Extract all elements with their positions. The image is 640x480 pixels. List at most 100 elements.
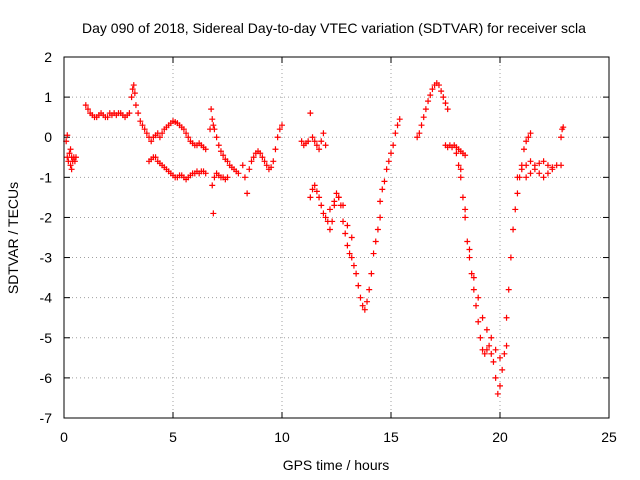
data-point <box>313 188 320 195</box>
series-s6 <box>146 154 209 183</box>
data-point <box>558 162 565 169</box>
data-point <box>442 100 449 107</box>
data-point <box>416 130 423 137</box>
y-axis-label: SDTVAR / TECUs <box>5 182 21 294</box>
x-tick-label: 20 <box>492 429 508 445</box>
data-point <box>475 294 482 301</box>
data-point <box>185 134 192 141</box>
data-point <box>84 106 91 113</box>
data-point <box>272 146 279 153</box>
data-point <box>137 118 144 125</box>
data-point <box>246 166 253 173</box>
y-tick-label: -3 <box>40 250 53 266</box>
data-point <box>427 92 434 99</box>
data-point <box>457 174 464 181</box>
data-point <box>462 206 469 213</box>
data-point <box>313 142 320 149</box>
data-point <box>435 82 442 89</box>
data-point <box>224 158 231 165</box>
chart-title: Day 090 of 2018, Sidereal Day-to-day VTE… <box>82 20 586 36</box>
data-point <box>527 170 534 177</box>
data-point <box>180 126 187 133</box>
data-point <box>311 138 318 145</box>
data-point <box>270 158 277 165</box>
data-point <box>307 110 314 117</box>
data-point <box>67 146 74 153</box>
data-point <box>82 102 89 109</box>
data-point <box>492 346 499 353</box>
series-s20 <box>523 166 556 181</box>
series-s13 <box>377 116 403 205</box>
data-point <box>470 274 477 281</box>
data-point <box>318 202 325 209</box>
x-axis-label: GPS time / hours <box>283 457 390 473</box>
data-point <box>342 230 349 237</box>
series-s14 <box>414 80 451 141</box>
data-point <box>540 174 547 181</box>
data-point <box>540 158 547 165</box>
series-s18 <box>503 130 534 321</box>
data-point <box>486 342 493 349</box>
data-point <box>261 158 268 165</box>
data-point <box>279 122 285 129</box>
data-point <box>394 122 401 129</box>
series-s2 <box>67 162 75 173</box>
data-point <box>209 182 216 189</box>
data-point <box>527 130 534 137</box>
data-points <box>63 80 567 397</box>
data-point <box>510 226 517 233</box>
series-s7 <box>209 170 231 217</box>
data-point <box>213 134 220 141</box>
data-point <box>66 150 73 157</box>
data-point <box>549 166 556 173</box>
data-point <box>355 282 362 289</box>
data-point <box>316 146 323 153</box>
data-point <box>370 250 377 257</box>
data-point <box>326 226 333 233</box>
data-point <box>220 152 227 159</box>
data-point <box>523 162 530 169</box>
data-point <box>131 90 138 97</box>
data-point <box>318 138 325 145</box>
x-tick-label: 15 <box>383 429 399 445</box>
data-point <box>536 170 543 177</box>
data-point <box>263 162 270 169</box>
data-point <box>183 130 190 137</box>
series-s19 <box>514 158 565 181</box>
data-point <box>209 116 216 123</box>
data-point <box>152 154 159 161</box>
data-point <box>475 318 482 325</box>
data-point <box>418 122 425 129</box>
data-point <box>210 210 217 217</box>
data-point <box>361 306 368 313</box>
y-tick-label: -7 <box>40 410 53 426</box>
data-point <box>381 178 388 185</box>
data-point <box>520 146 527 153</box>
data-point <box>483 346 490 353</box>
data-point <box>390 142 397 149</box>
series-s1 <box>64 146 79 165</box>
series-s4 <box>82 102 133 121</box>
data-point <box>244 190 251 197</box>
series-s15 <box>442 142 469 159</box>
x-tick-label: 25 <box>601 429 617 445</box>
data-point <box>128 94 135 101</box>
plot-frame <box>63 56 610 419</box>
y-tick-label: -2 <box>40 209 53 225</box>
data-point <box>309 134 316 141</box>
data-point <box>346 250 353 257</box>
data-point <box>453 150 460 157</box>
data-point <box>525 134 532 141</box>
data-point <box>148 138 155 145</box>
data-point <box>156 134 163 141</box>
data-point <box>307 194 314 201</box>
data-point <box>322 142 329 149</box>
data-point <box>425 98 432 105</box>
data-point <box>241 174 248 181</box>
data-point <box>558 134 565 141</box>
data-point <box>523 174 530 181</box>
data-point <box>208 106 215 113</box>
data-point <box>464 238 471 245</box>
data-point <box>298 138 305 145</box>
data-point <box>505 286 512 293</box>
